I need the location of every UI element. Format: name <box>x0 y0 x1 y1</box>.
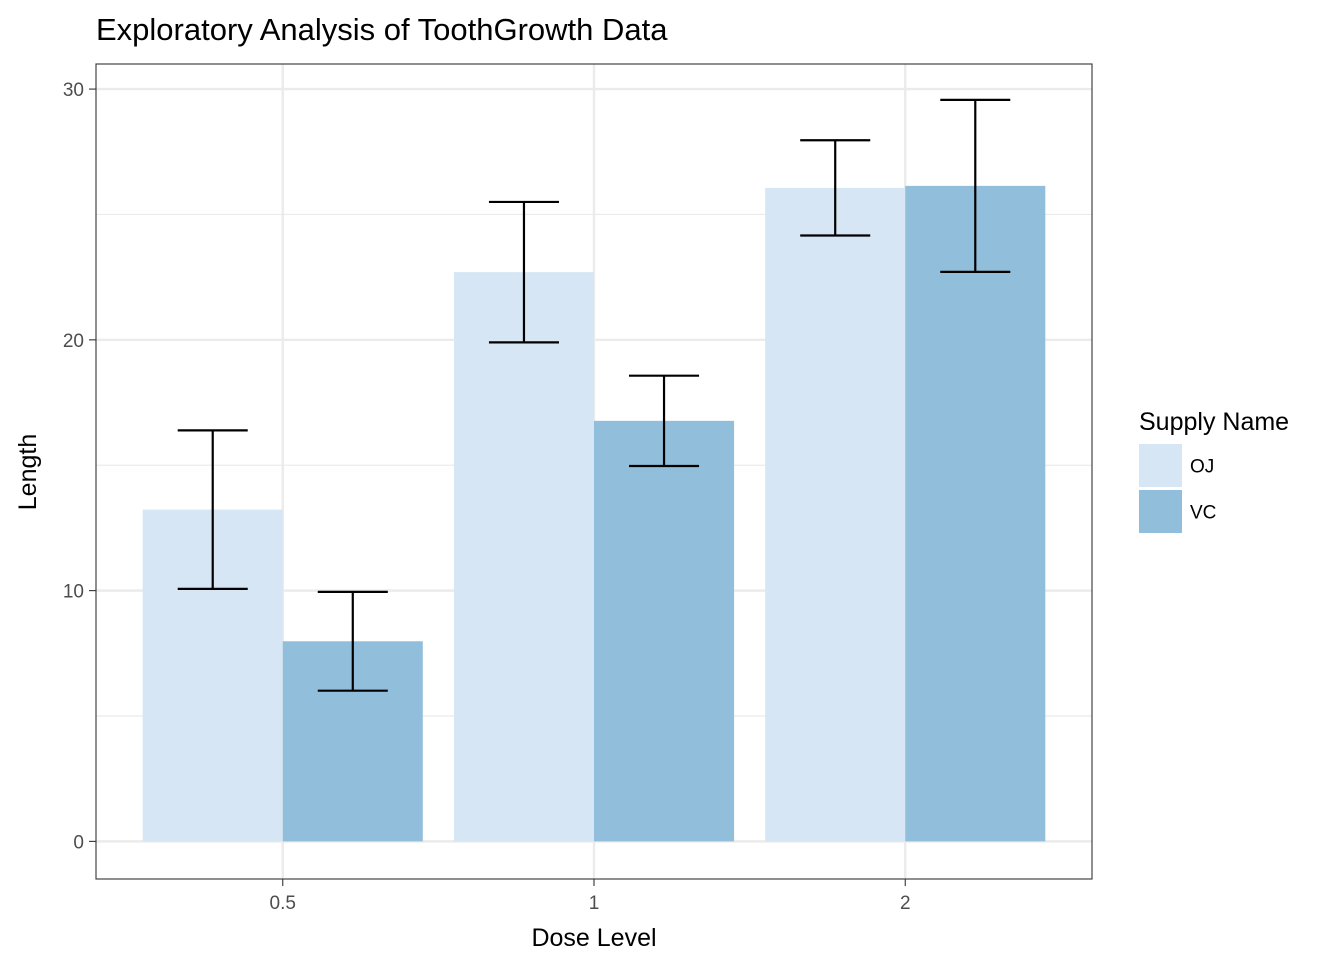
y-tick-label: 20 <box>63 331 84 352</box>
error-bars <box>177 98 1011 692</box>
errorbar-oj-2 <box>800 139 871 237</box>
x-tick-label: 1 <box>589 893 600 914</box>
errorbar-vc-0.5 <box>317 590 388 692</box>
legend-swatch-oj <box>1139 444 1182 487</box>
x-tick-label: 2 <box>900 893 911 914</box>
bar-vc-1 <box>594 420 735 842</box>
y-tick-label: 30 <box>63 80 84 101</box>
bar-vc-2 <box>905 185 1046 842</box>
errorbar-vc-1 <box>629 374 700 468</box>
chart-title: Exploratory Analysis of ToothGrowth Data <box>96 12 668 47</box>
bar-oj-2 <box>765 187 906 842</box>
y-tick-label: 0 <box>73 832 84 853</box>
errorbar-vc-2 <box>940 98 1011 273</box>
legend-label-vc: VC <box>1190 503 1216 524</box>
errorbar-oj-0.5 <box>177 429 248 590</box>
legend-label-oj: OJ <box>1190 457 1214 478</box>
bar-oj-1 <box>453 272 594 842</box>
legend-title: Supply Name <box>1139 408 1289 436</box>
legend: Supply Name OJ VC <box>1139 408 1289 533</box>
y-axis-label: Length <box>14 434 42 510</box>
legend-swatch-vc <box>1139 490 1182 533</box>
x-axis-label: Dose Level <box>531 924 656 952</box>
x-tick-label: 0.5 <box>270 893 296 914</box>
errorbar-oj-1 <box>488 200 559 344</box>
axes: 0 10 20 30 0.5 1 2 <box>63 80 911 914</box>
bars <box>142 185 1046 842</box>
y-tick-label: 10 <box>63 582 84 603</box>
